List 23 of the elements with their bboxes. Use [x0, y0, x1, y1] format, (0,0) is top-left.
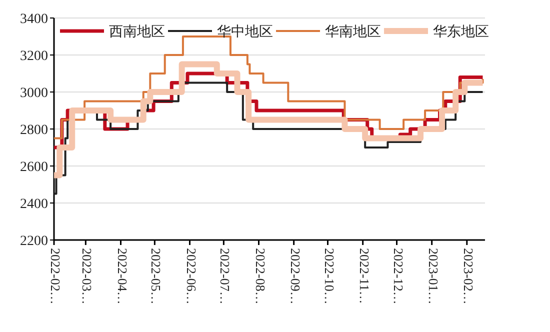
x-tick-label: 2023-01… [426, 248, 441, 304]
x-tick-label: 2023-02… [460, 248, 476, 304]
x-tick-label: 2022-07… [218, 248, 233, 304]
x-tick-label: 2022-09… [288, 248, 303, 304]
y-tick-label: 3400 [20, 12, 48, 27]
y-tick-label: 2200 [20, 234, 48, 249]
x-tick-label: 2022-05… [148, 248, 164, 304]
legend-label: 西南地区 [109, 24, 165, 40]
legend-label: 华南地区 [325, 24, 381, 40]
x-tick-label: 2022-11… [356, 248, 372, 304]
x-tick-label: 2022-06… [184, 248, 199, 304]
x-tick-label: 2022-08… [252, 248, 268, 304]
y-tick-label: 3200 [20, 49, 48, 64]
y-tick-label: 2400 [20, 197, 48, 212]
x-tick-label: 2022-02… [48, 248, 64, 304]
x-tick-label: 2022-03… [80, 248, 95, 304]
legend-label: 华东地区 [433, 24, 489, 40]
x-tick-label: 2022-12… [390, 248, 406, 304]
x-tick-label: 2022-10… [322, 248, 337, 304]
y-tick-label: 3000 [20, 86, 48, 101]
y-tick-label: 2600 [20, 160, 48, 175]
y-tick-label: 2800 [20, 123, 48, 138]
x-tick-label: 2022-04… [114, 248, 130, 304]
